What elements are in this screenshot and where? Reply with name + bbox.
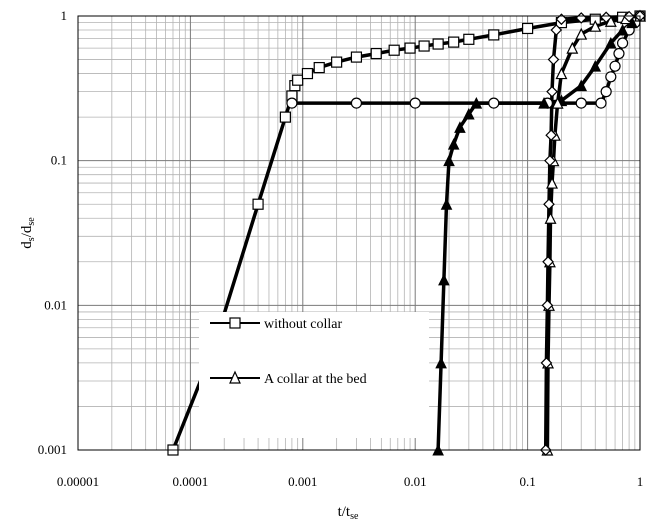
data-point-4 xyxy=(542,255,554,268)
y-tick-label: 0.1 xyxy=(51,153,67,168)
x-tick-label: 0.00001 xyxy=(57,474,99,489)
data-point-0 xyxy=(292,74,304,86)
data-point-0 xyxy=(301,67,314,80)
data-point-4 xyxy=(541,299,554,312)
data-point-3 xyxy=(589,19,602,32)
data-point-3 xyxy=(604,14,617,27)
data-point-2 xyxy=(575,79,588,92)
data-point-4 xyxy=(623,10,635,23)
data-point-4 xyxy=(546,85,558,98)
data-point-0 xyxy=(252,198,264,210)
data-point-1 xyxy=(609,60,621,72)
data-point-1 xyxy=(409,97,421,109)
y-tick-label: 0.001 xyxy=(38,442,67,457)
legend-item-collar-at-bed: A collar at the bed xyxy=(210,370,367,387)
data-point-0 xyxy=(404,42,416,54)
data-point-0 xyxy=(350,51,363,63)
data-point-3 xyxy=(546,176,559,189)
data-point-0 xyxy=(448,36,460,48)
data-point-2 xyxy=(605,36,617,49)
data-point-0 xyxy=(488,29,500,41)
legend-label-collar-at-bed: A collar at the bed xyxy=(264,372,367,387)
data-point-1 xyxy=(575,97,587,109)
plot-frame xyxy=(77,15,641,451)
legend-label-without-collar: without collar xyxy=(264,317,342,332)
data-point-0 xyxy=(521,22,534,35)
data-point-2 xyxy=(435,356,447,369)
data-point-0 xyxy=(463,33,475,45)
data-point-1 xyxy=(616,37,629,49)
data-point-3 xyxy=(551,96,564,109)
data-point-0 xyxy=(279,111,291,123)
legend-marker-square xyxy=(229,317,241,329)
data-point-3 xyxy=(544,211,557,224)
y-tick-label: 1 xyxy=(61,8,68,23)
legend-marker-triangle xyxy=(229,370,241,384)
data-point-0 xyxy=(432,38,444,50)
data-point-2 xyxy=(463,107,475,120)
x-axis-label: t/tse xyxy=(338,504,359,522)
x-tick-label: 0.001 xyxy=(288,474,317,489)
x-tick-label: 1 xyxy=(637,474,644,489)
x-tick-labels: 0.00001 0.0001 0.001 0.01 0.1 1 xyxy=(57,474,643,489)
data-point-4 xyxy=(547,53,560,66)
data-point-4 xyxy=(540,357,553,369)
y-tick-label: 0.01 xyxy=(44,297,67,312)
x-tick-label: 0.0001 xyxy=(173,474,209,489)
data-point-2 xyxy=(538,96,550,109)
data-point-2 xyxy=(438,273,450,286)
legend-item-without-collar: without collar xyxy=(210,317,342,332)
data-point-2 xyxy=(470,96,483,109)
data-point-2 xyxy=(454,121,466,133)
data-point-2 xyxy=(443,154,455,167)
data-point-2 xyxy=(440,198,453,210)
data-point-1 xyxy=(600,86,612,98)
data-point-0 xyxy=(313,61,325,74)
legend-box xyxy=(199,312,429,438)
data-point-3 xyxy=(555,67,568,80)
y-axis-label: ds/dse xyxy=(19,217,37,249)
data-point-2 xyxy=(447,138,460,150)
data-point-0 xyxy=(388,44,400,56)
data-point-1 xyxy=(605,71,617,83)
data-point-4 xyxy=(544,154,556,167)
legend: without collar A collar at the bed xyxy=(199,312,429,438)
x-tick-label: 0.1 xyxy=(519,474,535,489)
data-point-1 xyxy=(286,97,298,109)
data-point-0 xyxy=(370,47,382,60)
data-point-0 xyxy=(418,40,430,52)
data-point-2 xyxy=(589,60,602,72)
data-point-1 xyxy=(613,47,625,60)
data-point-3 xyxy=(575,27,588,40)
data-point-4 xyxy=(550,24,563,36)
data-point-4 xyxy=(555,13,568,26)
data-point-2 xyxy=(616,23,629,36)
data-point-1 xyxy=(488,97,500,109)
series-markers xyxy=(167,9,646,456)
data-point-1 xyxy=(350,97,363,109)
data-point-0 xyxy=(331,56,343,68)
data-point-4 xyxy=(545,129,557,142)
data-point-1 xyxy=(595,97,607,109)
data-point-4 xyxy=(543,198,555,211)
data-point-3 xyxy=(566,41,579,54)
x-tick-label: 0.01 xyxy=(404,474,427,489)
y-tick-labels: 0.001 0.01 0.1 1 xyxy=(38,8,67,457)
